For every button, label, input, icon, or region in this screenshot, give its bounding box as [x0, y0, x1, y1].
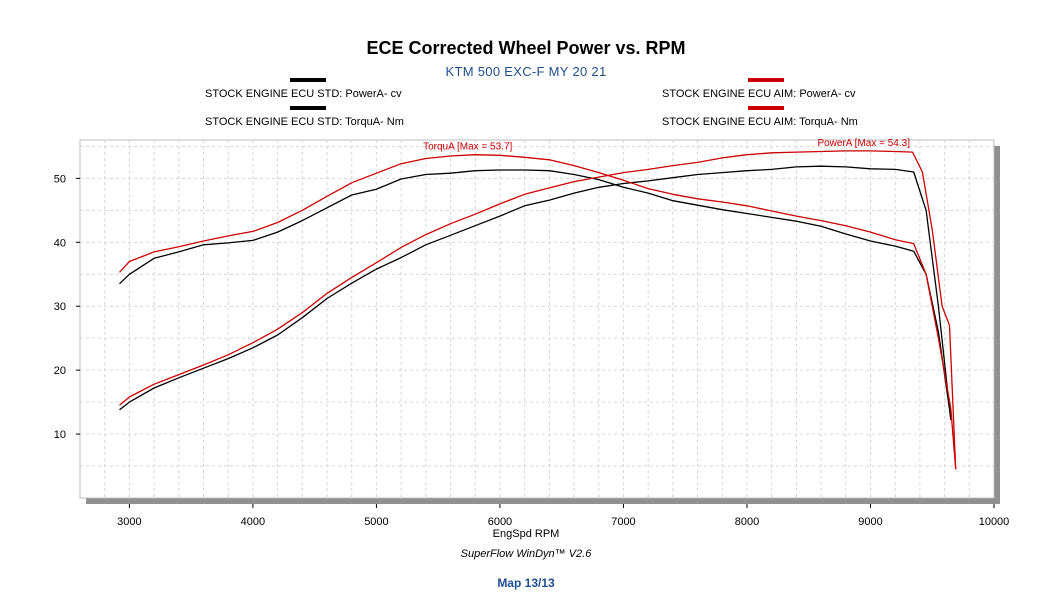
x-tick-label: 8000	[735, 516, 759, 528]
x-tick-label: 3000	[117, 516, 141, 528]
grid-lines	[80, 140, 994, 498]
legend-swatch-std-power	[290, 78, 326, 82]
y-tick-label: 20	[54, 365, 66, 377]
series-lines	[119, 150, 957, 470]
legend-swatch-aim-power	[748, 78, 784, 82]
x-tick-label: 4000	[241, 516, 265, 528]
annotation-label-1: TorquA [Max = 53.7]	[423, 142, 512, 153]
plot-area	[79, 139, 995, 499]
chart-annotations: TorquA [Max = 53.7] PowerA [Max = 54.3]	[423, 138, 910, 153]
x-tick-label: 5000	[364, 516, 388, 528]
series-line-3	[119, 150, 957, 470]
series-line-4	[119, 154, 957, 470]
chart-subtitle: KTM 500 EXC-F MY 20 21	[445, 64, 607, 79]
software-credit: SuperFlow WinDyn™ V2.6	[460, 548, 592, 560]
y-tick-label: 40	[54, 237, 66, 249]
y-axis-ticks: 10 20 30 40 50	[54, 173, 80, 441]
series-line-1	[119, 165, 952, 421]
x-tick-label: 9000	[858, 516, 882, 528]
x-axis-label: EngSpd RPM	[492, 528, 560, 540]
legend-aim-torque: STOCK ENGINE ECU AIM: TorquA- Nm	[662, 116, 858, 128]
legend-aim-power: STOCK ENGINE ECU AIM: PowerA- cv	[662, 88, 856, 100]
x-axis-ticks: 3000 4000 5000 6000 7000 8000 9000 10000	[117, 504, 1009, 528]
legend-std-torque: STOCK ENGINE ECU STD: TorquA- Nm	[205, 116, 404, 128]
legend-swatch-std-torque	[290, 106, 326, 110]
y-tick-label: 50	[54, 173, 66, 185]
y-tick-label: 10	[54, 429, 66, 441]
legend-std-power: STOCK ENGINE ECU STD: PowerA- cv	[205, 88, 402, 100]
y-tick-label: 30	[54, 301, 66, 313]
series-line-2	[119, 169, 952, 419]
annotation-label-2: PowerA [Max = 54.3]	[817, 138, 910, 149]
map-indicator: Map 13/13	[497, 576, 555, 590]
x-tick-label: 10000	[979, 516, 1010, 528]
x-tick-label: 6000	[488, 516, 512, 528]
chart-title: ECE Corrected Wheel Power vs. RPM	[366, 38, 686, 58]
legend-swatch-aim-torque	[748, 106, 784, 110]
x-tick-label: 7000	[611, 516, 635, 528]
